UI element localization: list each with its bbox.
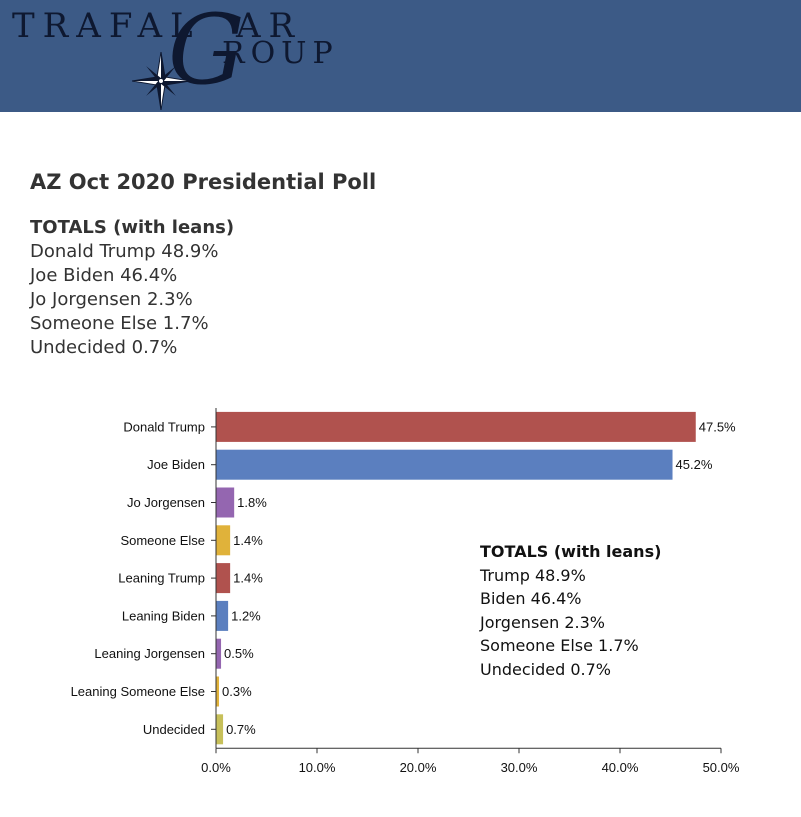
chart-totals-annotation: TOTALS (with leans) Trump 48.9% Biden 46…: [480, 540, 661, 681]
totals-line: Someone Else 1.7%: [30, 313, 209, 334]
bar-leaning-biden: [216, 600, 229, 631]
poll-bar-chart: Donald Trump 47.5% Joe Biden 45.2% Jo Jorgen…: [71, 408, 740, 775]
value-label: 0.5%: [224, 646, 254, 661]
annotation-heading: TOTALS (with leans): [480, 542, 662, 561]
category-label: Someone Else: [120, 533, 205, 548]
x-tick-label: 40.0%: [602, 760, 639, 775]
bar-jo-jorgensen: [216, 487, 235, 518]
trafalgar-group-logo[interactable]: TRAFAL G AR ROUP: [8, 0, 348, 112]
value-label: 1.2%: [231, 608, 261, 623]
totals-line: Joe Biden 46.4%: [30, 265, 178, 286]
value-label: 1.4%: [233, 571, 263, 586]
annotation-line: Trump 48.9%: [480, 565, 586, 585]
logo-letter-g: G: [168, 0, 245, 106]
bar-leaning-trump: [216, 563, 231, 594]
category-label: Leaning Trump: [118, 571, 205, 586]
x-tick-label: 10.0%: [299, 760, 336, 775]
value-label: 1.8%: [237, 495, 267, 510]
category-label: Donald Trump: [123, 419, 205, 434]
category-label: Leaning Biden: [122, 608, 205, 623]
bar-joe-biden: [216, 449, 673, 480]
annotation-line: Someone Else 1.7%: [480, 636, 639, 655]
bar-someone-else: [216, 525, 231, 556]
x-tick-label: 50.0%: [703, 760, 740, 775]
totals-heading: TOTALS (with leans): [30, 217, 235, 238]
x-tick-label: 30.0%: [501, 760, 538, 775]
totals-line: Donald Trump 48.9%: [30, 241, 219, 262]
bar-undecided: [216, 714, 224, 745]
value-label: 1.4%: [233, 533, 263, 548]
compass-star-icon: [132, 52, 190, 110]
value-label: 0.7%: [226, 722, 256, 737]
annotation-line: Jorgensen 2.3%: [480, 612, 605, 632]
page-title: AZ Oct 2020 Presidential Poll: [30, 170, 377, 194]
totals-line: Jo Jorgensen 2.3%: [30, 289, 193, 310]
category-label: Jo Jorgensen: [127, 495, 205, 510]
bar-leaning-jorgensen: [216, 638, 222, 669]
annotation-line: Undecided 0.7%: [480, 659, 611, 679]
totals-summary: TOTALS (with leans) Donald Trump 48.9% J…: [30, 216, 234, 360]
totals-line: Undecided 0.7%: [30, 337, 178, 358]
category-label: Joe Biden: [147, 457, 205, 472]
category-label: Undecided: [143, 722, 205, 737]
value-label: 45.2%: [676, 457, 713, 472]
annotation-line: Biden 46.4%: [480, 589, 582, 608]
bar-leaning-someone-else: [216, 676, 220, 707]
logo-text-roup: ROUP: [222, 36, 339, 71]
category-label: Leaning Someone Else: [71, 684, 205, 699]
logo-text-ar: AR: [236, 6, 303, 46]
site-header: TRAFAL G AR ROUP: [0, 0, 801, 112]
logo-text-trafal: TRAFAL: [12, 6, 201, 46]
bar-donald-trump: [216, 411, 696, 442]
value-label: 0.3%: [222, 684, 252, 699]
value-label: 47.5%: [699, 419, 736, 434]
category-label: Leaning Jorgensen: [94, 646, 205, 661]
x-tick-label: 0.0%: [201, 760, 231, 775]
x-tick-label: 20.0%: [400, 760, 437, 775]
